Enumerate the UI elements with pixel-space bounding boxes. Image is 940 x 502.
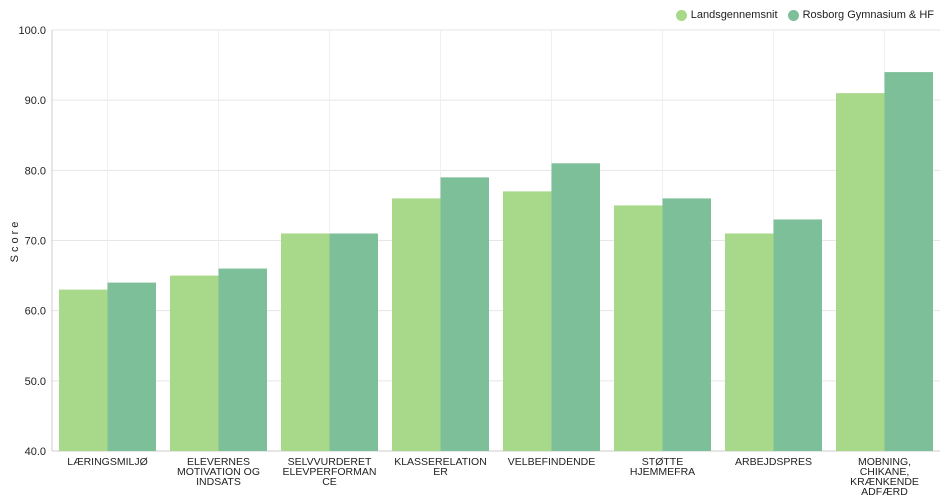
legend-swatch-rosborg xyxy=(787,9,799,21)
y-axis-label: Score xyxy=(9,219,21,263)
bar-landsgennemsnit xyxy=(392,198,441,451)
x-tick-label: MOBNING, CHIKANE, KRÆNKENDE ADFÆRD xyxy=(850,456,919,497)
y-tick-label: 40.0 xyxy=(25,446,46,458)
legend-item-rosborg[interactable]: Rosborg Gymnasium & HF xyxy=(787,9,934,21)
x-tick-label-line: CE xyxy=(322,476,337,488)
y-tick-label: 50.0 xyxy=(25,376,46,388)
x-tick-label: VELBEFINDENDE xyxy=(508,456,596,468)
x-tick-label: KLASSERELATION ER xyxy=(394,456,487,478)
x-tick-label: ELEVERNES MOTIVATION OG INDSATS xyxy=(177,456,260,488)
x-tick-label: ARBEJDSPRES xyxy=(735,456,812,468)
y-tick-label: 90.0 xyxy=(25,95,46,107)
bar-landsgennemsnit xyxy=(725,233,774,451)
bar-rosborg xyxy=(440,177,489,451)
x-tick-label-line: ER xyxy=(433,466,448,478)
bar-rosborg xyxy=(107,282,156,451)
x-tick-label-line: INDSATS xyxy=(196,476,241,488)
x-tick-label-line: LÆRINGSMILJØ xyxy=(67,456,148,468)
bar-landsgennemsnit xyxy=(59,289,108,451)
x-tick-label-line: ADFÆRD xyxy=(861,486,908,497)
bar-landsgennemsnit xyxy=(170,275,219,451)
y-tick-label: 80.0 xyxy=(25,165,46,177)
x-tick-label: SELVVURDERET ELEVPERFORMAN CE xyxy=(283,456,377,488)
x-tick-label-line: ELEVPERFORMAN xyxy=(283,466,377,478)
bar-rosborg xyxy=(884,72,933,451)
bar-rosborg xyxy=(329,233,378,451)
y-tick-label: 100.0 xyxy=(18,25,46,37)
x-tick-label-line: STØTTE xyxy=(642,456,683,468)
x-tick-label-line: SELVVURDERET xyxy=(288,456,372,468)
bar-landsgennemsnit xyxy=(503,191,552,451)
legend-swatch-landsgennemsnit xyxy=(675,9,687,21)
x-tick-label-line: CHIKANE, xyxy=(860,466,910,478)
x-tick-label: STØTTE HJEMMEFRA xyxy=(630,456,695,478)
y-tick-label: 60.0 xyxy=(25,306,46,318)
bar-landsgennemsnit xyxy=(614,205,663,451)
x-tick-label-line: ELEVERNES xyxy=(187,456,250,468)
x-tick-label: LÆRINGSMILJØ xyxy=(67,456,148,468)
bar-rosborg xyxy=(218,268,267,451)
bar-rosborg xyxy=(551,163,600,452)
legend: Landsgennemsnit Rosborg Gymnasium & HF xyxy=(675,9,934,21)
bar-landsgennemsnit xyxy=(836,93,885,452)
legend-label-landsgennemsnit: Landsgennemsnit xyxy=(690,9,778,21)
bar-landsgennemsnit xyxy=(281,233,330,451)
x-tick-label-line: ARBEJDSPRES xyxy=(735,456,812,468)
legend-item-landsgennemsnit[interactable]: Landsgennemsnit xyxy=(675,9,778,21)
legend-label-rosborg: Rosborg Gymnasium & HF xyxy=(802,9,934,21)
x-tick-label-line: MOBNING, xyxy=(858,456,911,468)
x-tick-label-line: HJEMMEFRA xyxy=(630,466,695,478)
bar-rosborg xyxy=(662,198,711,451)
x-tick-label-line: MOTIVATION OG xyxy=(177,466,260,478)
y-tick-label: 70.0 xyxy=(25,236,46,248)
x-tick-label-line: KLASSERELATION xyxy=(394,456,487,468)
x-tick-label-line: KRÆNKENDE xyxy=(850,476,919,488)
x-tick-label-line: VELBEFINDENDE xyxy=(508,456,596,468)
bar-rosborg xyxy=(773,219,822,451)
